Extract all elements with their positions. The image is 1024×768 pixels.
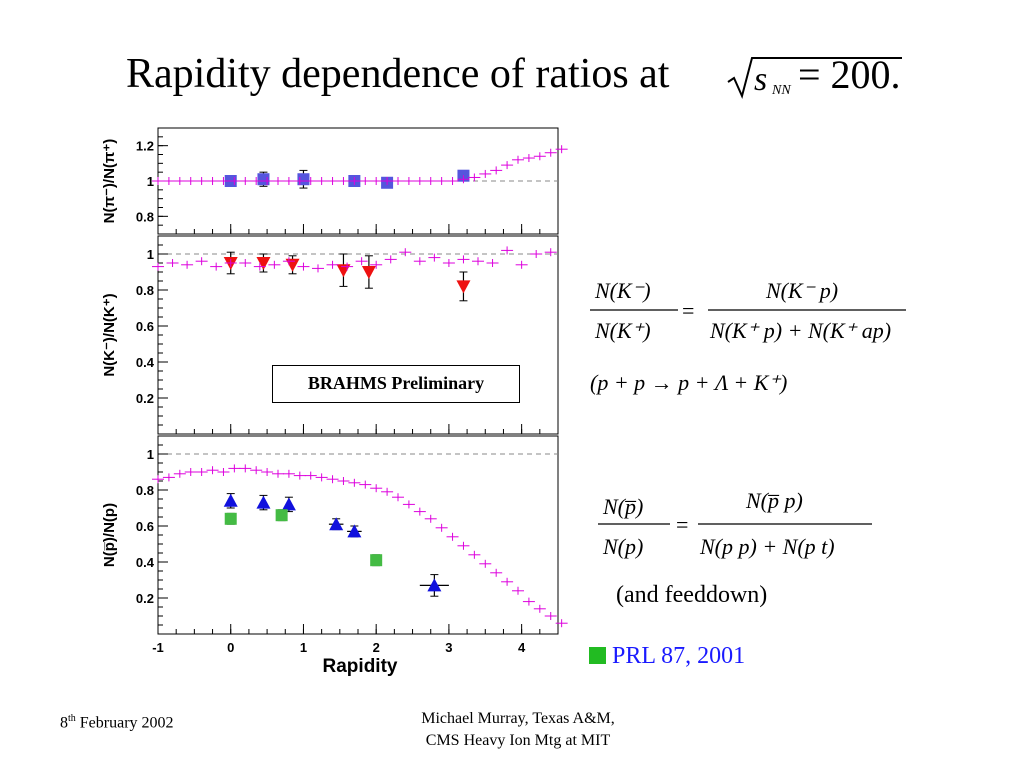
x-tick-label: 4 [518,640,526,655]
sqrt-radical [727,57,902,100]
bottom-data-square [275,509,288,522]
proton-formula: N(p̅) N(p) = N(p̅ p) N(p p) + N(p t) [598,488,872,559]
middle-frame [157,235,559,435]
brahms-preliminary-label: BRAHMS Preliminary [272,365,520,403]
bottom-data-triangle-up [223,493,238,507]
footer-date-day: 8 [60,714,68,732]
x-tick-label: -1 [152,640,164,655]
kaon-rhs-numerator: N(K⁻ p) [765,278,838,303]
top-ytick-label: 0.8 [136,209,154,224]
sqrt-subscript: NN [771,83,791,98]
bottom-ytick-label: 0.2 [136,591,154,606]
kaon-lhs-numerator: N(K⁻) [594,278,651,303]
kaon-equals-sign: = [682,298,694,323]
footer-author-line2: CMS Heavy Ion Mtg at MIT [425,732,611,749]
proton-rhs-denominator: N(p p) + N(p t) [699,534,835,559]
middle-data-triangle-down [256,257,271,270]
proton-lhs-denominator: N(p) [602,534,643,559]
proton-rhs-numerator: N(p̅ p) [745,488,803,513]
bottom-ytick-label: 0.8 [136,483,154,498]
middle-ytick-label: 1 [147,247,154,262]
sqrt-symbol: s [754,61,767,98]
bottom-data-square [370,554,383,567]
x-axis-title: Rapidity [323,656,398,677]
footer-date: 8th February 2002 [60,708,174,734]
kaon-formula: N(K⁻) N(K⁺) = N(K⁻ p) N(K⁺ p) + N(K⁺ ap)… [590,278,906,395]
slide-title: Rapidity dependence of ratios at [126,51,670,97]
middle-data-triangle-down [361,266,376,279]
bottom-ytick-label: 1 [147,447,154,462]
proton-equals-sign: = [676,512,688,537]
middle-ytick-label: 0.8 [136,283,154,298]
top-ytick-label: 1.2 [136,139,154,154]
sqrt-formula: s NN = 200. [727,52,902,100]
sqrt-equals-value: = 200. [798,52,901,97]
x-tick-label: 1 [300,640,307,655]
x-tick-label: 0 [227,640,234,655]
bottom-data-triangle-up [329,517,344,531]
prl-reference-text: PRL 87, 2001 [612,643,746,669]
footer-author: Michael Murray, Texas A&M, CMS Heavy Ion… [378,708,658,752]
bottom-data-triangle-up [347,524,362,538]
middle-data-triangle-down [456,280,471,294]
proton-lhs-numerator: N(p̅) [602,494,643,519]
kaon-reaction: (p + p → p + Λ + K⁺) [590,370,787,395]
bottom-ylabel: N(p̅)/N(p) [101,503,118,567]
bottom-ytick-label: 0.4 [136,555,155,570]
bottom-data-triangle-up [427,578,442,592]
prl-legend-marker [589,647,606,664]
middle-ytick-label: 0.4 [136,355,155,370]
kaon-rhs-denominator: N(K⁺ p) + N(K⁺ ap) [709,318,891,343]
footer-date-suffix: th [68,713,76,724]
top-ytick-label: 1 [147,174,154,189]
top-data-square [297,173,310,186]
x-tick-label: 3 [445,640,452,655]
bottom-data-square [224,512,237,525]
kaon-lhs-denominator: N(K⁺) [594,318,651,343]
x-tick-label: 2 [373,640,380,655]
bottom-data-triangle-up [256,495,271,509]
feeddown-note: (and feeddown) [616,582,768,608]
middle-ylabel: N(K⁻)/N(K⁺) [101,293,118,376]
prl-reference: PRL 87, 2001 [589,643,745,670]
footer-author-line1: Michael Murray, Texas A&M, [421,710,615,727]
footer-date-rest: February 2002 [75,714,174,732]
middle-ytick-label: 0.6 [136,319,154,334]
top-data-square [257,173,270,186]
bottom-ytick-label: 0.6 [136,519,154,534]
middle-ytick-label: 0.2 [136,391,154,406]
top-ylabel: N(π⁻)/N(π⁺) [101,139,118,224]
bottom-data-triangle-up [281,497,296,511]
